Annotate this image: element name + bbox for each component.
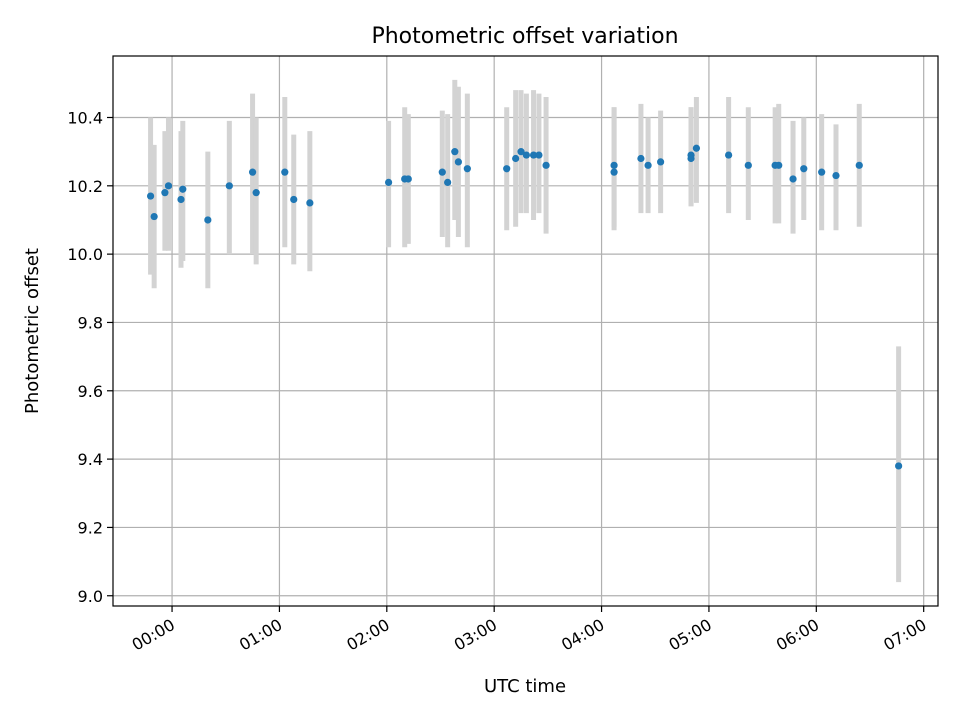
data-point [146, 192, 155, 200]
data-point [542, 161, 550, 169]
y-tick-label: 10.4 [67, 108, 103, 127]
plot-frame [112, 55, 939, 607]
data-point [895, 462, 903, 470]
data-point [512, 154, 520, 163]
chart-title: Photometric offset variation [371, 24, 678, 49]
x-tick-label: 01:00 [236, 615, 285, 655]
data-point [463, 165, 471, 173]
x-axis-ticks: 00:00 01:00 02:00 03:00 04:00 05:00 06:00 07:00 [129, 606, 930, 655]
data-point [744, 161, 752, 169]
data-point [177, 195, 185, 204]
data-point [451, 148, 459, 156]
data-point [454, 158, 462, 166]
data-point [438, 168, 446, 176]
data-point [204, 216, 212, 224]
data-point [725, 151, 733, 159]
data-points [146, 144, 903, 470]
x-tick-label: 07:00 [880, 615, 929, 655]
data-point [832, 171, 840, 180]
y-tick-label: 9.8 [78, 313, 103, 332]
data-point [517, 148, 525, 156]
data-point [644, 161, 652, 169]
data-point [306, 199, 314, 207]
data-point [789, 175, 797, 183]
data-point [161, 189, 169, 197]
x-tick-label: 03:00 [451, 615, 500, 655]
data-point [164, 182, 173, 190]
data-point [692, 144, 701, 152]
data-point [404, 175, 412, 183]
x-axis-label: UTC time [484, 676, 566, 697]
y-tick-label: 10.0 [67, 245, 103, 264]
data-point [290, 195, 298, 204]
y-tick-label: 9.2 [78, 518, 103, 537]
y-tick-label: 9.6 [78, 382, 103, 401]
data-point [252, 189, 260, 197]
data-point [610, 168, 618, 176]
data-point [384, 178, 393, 186]
x-tick-label: 06:00 [773, 615, 822, 655]
y-tick-label: 9.4 [78, 450, 103, 469]
x-tick-label: 04:00 [558, 615, 607, 655]
data-point [225, 182, 233, 190]
x-tick-label: 00:00 [129, 615, 178, 655]
data-point [529, 151, 538, 159]
y-axis-ticks: 9.0 9.2 9.4 9.6 9.8 10.0 10.2 10.4 [67, 108, 113, 606]
data-point [687, 154, 695, 163]
data-point [522, 151, 530, 159]
data-point [775, 161, 783, 169]
data-point [610, 161, 618, 169]
data-point [281, 168, 289, 176]
y-tick-label: 10.2 [67, 177, 103, 196]
data-point [248, 168, 257, 176]
data-point [855, 161, 863, 169]
x-tick-label: 05:00 [666, 615, 715, 655]
data-point [150, 212, 158, 221]
x-tick-label: 02:00 [343, 615, 392, 655]
data-point [637, 154, 645, 163]
data-point [503, 165, 511, 173]
data-point [179, 185, 187, 193]
data-point [657, 158, 665, 166]
y-axis-label: Photometric offset [22, 248, 43, 414]
data-point [444, 178, 452, 186]
data-point [535, 151, 543, 159]
data-point [800, 165, 808, 173]
y-tick-label: 9.0 [78, 587, 103, 606]
data-point [818, 168, 826, 176]
